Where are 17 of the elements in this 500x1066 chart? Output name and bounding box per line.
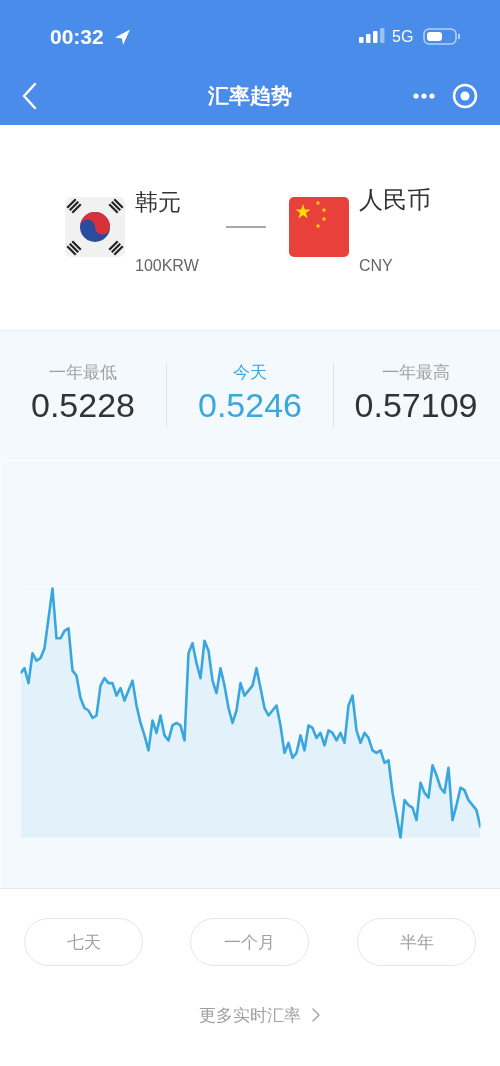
text: 100KRW [135,257,199,274]
text: 0.5246 [198,386,302,424]
text: 半年 [399,931,434,952]
text: 0.57109 [354,386,478,424]
text: 一个月 [224,931,275,952]
text: 七天 [66,931,101,952]
text: 今天 [233,361,267,382]
text: 汇率趋势 [208,83,292,108]
text: 0.5228 [31,386,135,424]
text: 00:32 [50,24,104,48]
text: 5G [392,28,414,45]
text: 更多实时汇率 [199,1004,301,1025]
text: 一年最低 [49,361,117,382]
text: 一年最高 [382,361,450,382]
text: CNY [359,257,393,274]
text: 人民币 [359,186,431,214]
text: 韩元 [135,188,181,215]
